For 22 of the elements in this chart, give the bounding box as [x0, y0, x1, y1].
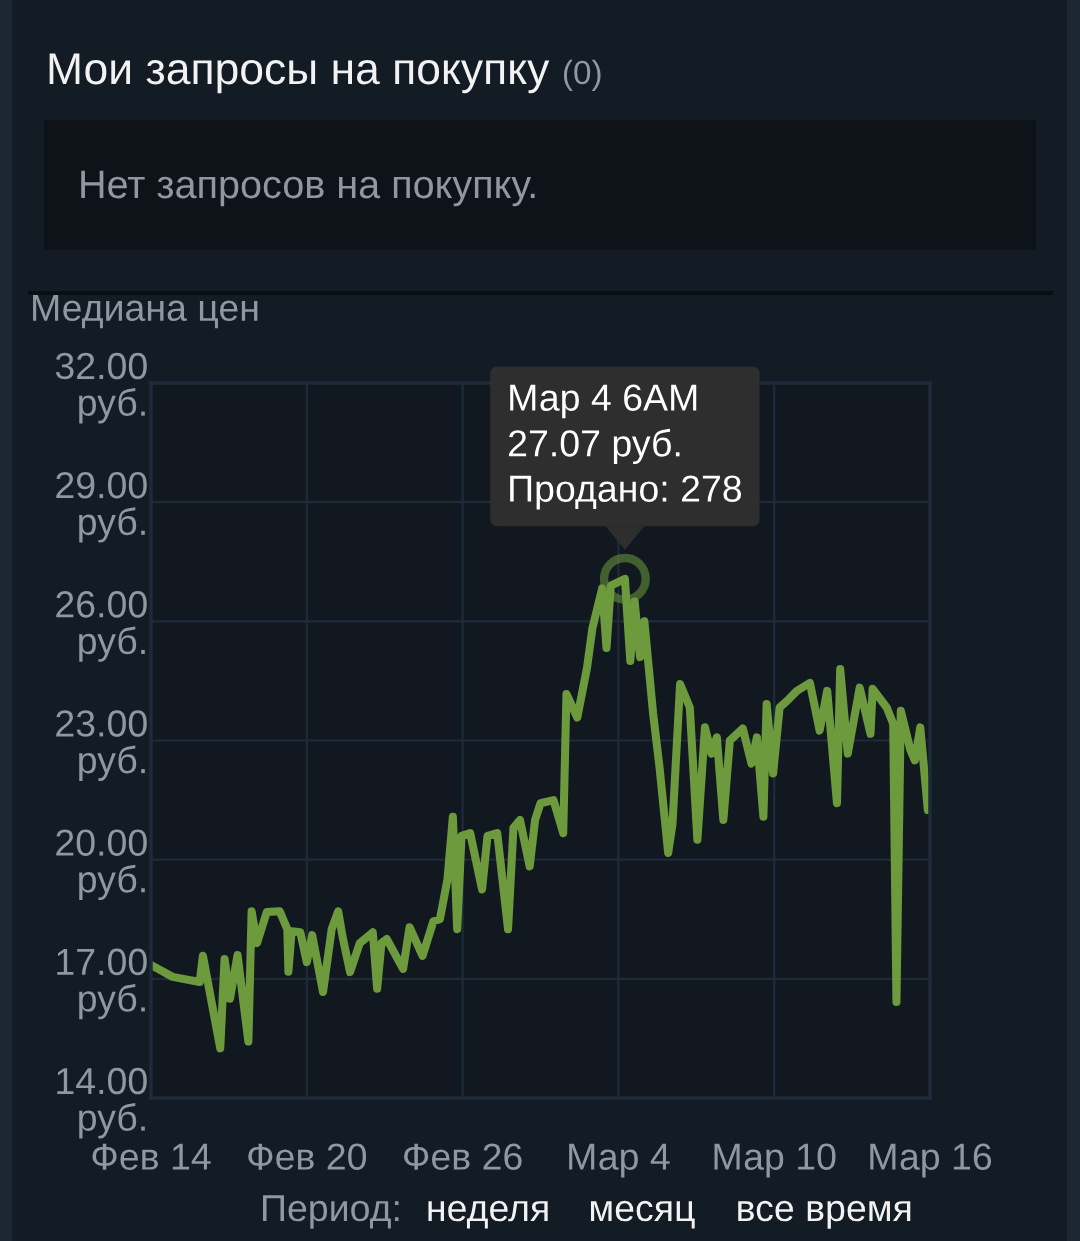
x-tick-label: Мар 4 — [569, 1143, 670, 1178]
y-tick-label: 32.00 руб. — [55, 352, 147, 424]
y-tick-label: 26.00 руб. — [56, 591, 147, 662]
x-tick-label: Фев 20 — [248, 1143, 367, 1170]
x-tick-label: Фев 14 — [92, 1143, 211, 1170]
y-tick-label: 20.00 руб. — [56, 829, 147, 901]
y-tick-label: 14.00 руб. — [57, 1067, 147, 1139]
x-tick-label: Фев 26 — [404, 1143, 522, 1170]
y-tick-label: 29.00 руб. — [56, 471, 147, 543]
text: Период: — [263, 1195, 399, 1229]
text: Мои запросы на покупку — [49, 53, 550, 94]
y-tick-label: 17.00 руб. — [57, 948, 147, 1020]
x-tick-label: Мар 16 — [870, 1143, 992, 1178]
text: неделя — [428, 1200, 548, 1229]
text: (0) — [563, 59, 601, 91]
text: все время — [738, 1200, 911, 1229]
x-tick-label: Мар 10 — [714, 1143, 836, 1178]
text: месяц — [590, 1200, 695, 1229]
text: Нет запросов на покупку. — [81, 170, 535, 207]
annotation: Мар 4 6AM 27.07 руб. Продано: 278 — [509, 384, 742, 510]
y-axis-title: Медиана цен — [33, 294, 258, 329]
y-tick-label: 23.00 руб. — [56, 710, 147, 781]
